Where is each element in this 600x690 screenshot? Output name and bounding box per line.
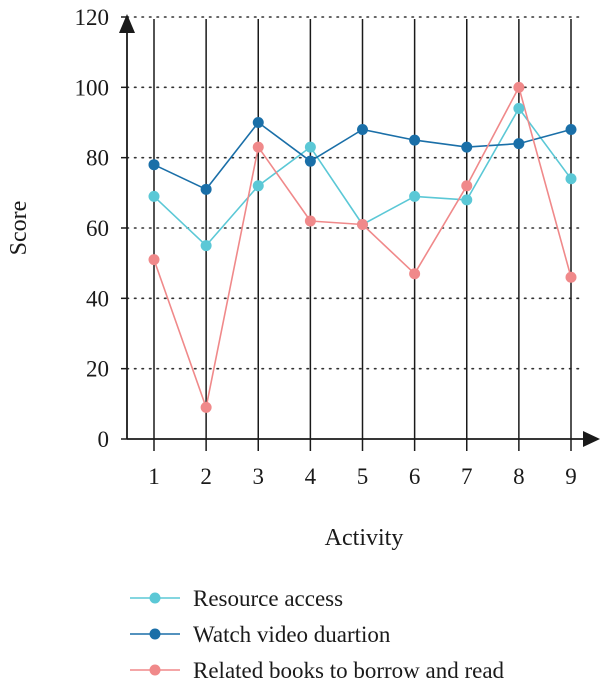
x-tick-label: 7 <box>461 464 473 489</box>
x-axis-title: Activity <box>325 525 404 551</box>
x-tick-label: 6 <box>409 464 421 489</box>
y-axis-arrow <box>119 14 135 33</box>
y-tick-label: 100 <box>75 75 110 100</box>
legend-swatch-marker <box>149 592 161 604</box>
data-point-series-1 <box>148 159 160 171</box>
series-points <box>148 81 577 413</box>
x-tick-label: 1 <box>148 464 160 489</box>
data-point-series-2 <box>148 254 160 266</box>
data-point-series-2 <box>357 218 368 230</box>
legend-item-watch-video-duration: Watch video duartion <box>130 622 391 647</box>
y-axis-title: Score <box>6 201 32 256</box>
y-tick-labels: 0 20 40 60 80 100 120 <box>75 5 110 452</box>
data-point-series-2 <box>252 141 264 153</box>
data-point-series-1 <box>304 155 316 167</box>
data-point-series-1 <box>513 138 525 150</box>
data-point-series-0 <box>148 190 160 202</box>
data-point-series-2 <box>513 81 525 93</box>
data-point-series-0 <box>565 173 577 185</box>
data-point-series-0 <box>252 180 264 192</box>
data-point-series-1 <box>252 117 264 128</box>
y-tick-label: 120 <box>75 5 110 30</box>
x-tick-label: 9 <box>565 464 577 489</box>
data-point-series-2 <box>304 215 316 227</box>
y-tick-label: 40 <box>86 286 109 311</box>
data-point-series-1 <box>409 134 421 146</box>
data-point-series-0 <box>409 190 421 202</box>
axes <box>119 14 600 447</box>
legend-label: Related books to borrow and read <box>193 658 505 683</box>
x-tick-label: 5 <box>357 464 369 489</box>
x-tick-label: 2 <box>200 464 212 489</box>
data-point-series-0 <box>200 240 212 252</box>
data-point-series-2 <box>200 401 212 413</box>
legend-label: Resource access <box>193 586 343 611</box>
legend-swatch-marker <box>149 664 161 676</box>
legend: Resource access Watch video duartion Rel… <box>130 586 505 683</box>
legend-item-resource-access: Resource access <box>130 586 343 611</box>
data-point-series-0 <box>513 102 525 114</box>
data-point-series-1 <box>200 183 212 195</box>
legend-item-related-books: Related books to borrow and read <box>130 658 505 683</box>
x-tick-labels: 1 2 3 4 5 6 7 8 9 <box>148 464 577 489</box>
x-tick-label: 4 <box>305 464 317 489</box>
data-point-series-2 <box>461 180 473 192</box>
vertical-drop-lines <box>153 19 572 451</box>
data-point-series-1 <box>461 141 473 153</box>
y-tick-label: 0 <box>98 427 110 452</box>
x-tick-label: 8 <box>513 464 525 489</box>
grid-lines <box>126 16 581 370</box>
data-point-series-2 <box>409 268 421 280</box>
legend-label: Watch video duartion <box>193 622 391 647</box>
data-point-series-2 <box>565 271 577 283</box>
data-point-series-1 <box>565 124 577 136</box>
x-axis-arrow <box>583 431 600 447</box>
y-tick-label: 20 <box>86 357 109 382</box>
x-tick-label: 3 <box>253 464 265 489</box>
data-point-series-1 <box>357 124 368 136</box>
legend-swatch-marker <box>149 628 161 640</box>
data-point-series-0 <box>461 194 473 206</box>
y-tick-label: 60 <box>86 216 109 241</box>
y-tick-label: 80 <box>86 146 109 171</box>
data-point-series-0 <box>304 141 316 153</box>
